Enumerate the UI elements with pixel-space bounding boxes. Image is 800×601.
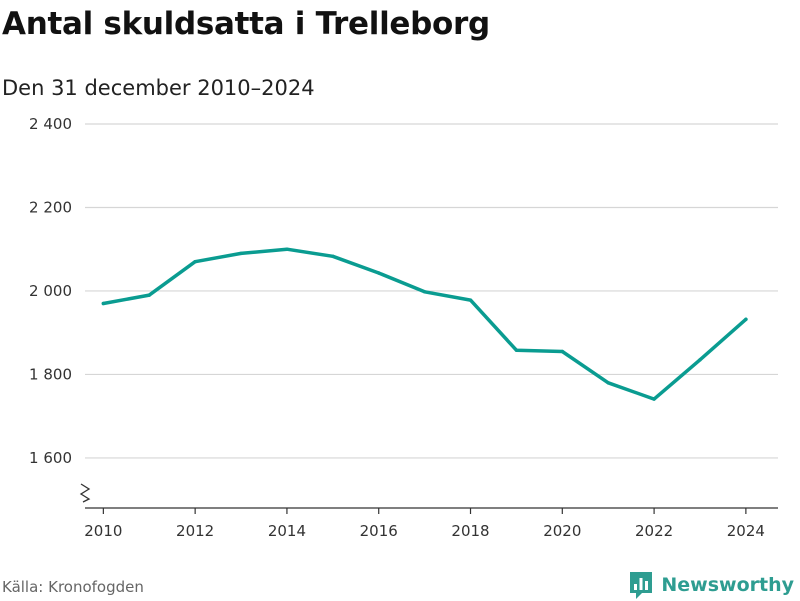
data-point	[285, 247, 289, 251]
data-point	[560, 349, 564, 354]
data-point	[652, 397, 656, 401]
data-point	[606, 381, 610, 385]
y-tick-label: 1 800	[29, 365, 72, 383]
data-point	[239, 251, 243, 256]
y-tick-label: 2 400	[29, 115, 72, 133]
x-tick-label: 2010	[84, 522, 122, 540]
x-tick-label: 2020	[543, 522, 581, 540]
x-tick-label: 2012	[176, 522, 214, 540]
data-point	[331, 254, 335, 259]
data-point	[101, 301, 106, 306]
x-tick-label: 2024	[727, 522, 765, 540]
data-point	[744, 317, 748, 322]
x-tick-label: 2022	[635, 522, 673, 540]
gridlines	[85, 123, 778, 459]
data-point	[193, 260, 197, 264]
data-point	[468, 298, 473, 302]
source-note: Källa: Kronofogden	[2, 578, 144, 596]
series-layer	[101, 247, 748, 401]
x-axis	[79, 483, 778, 514]
x-tick-label: 2016	[360, 522, 398, 540]
y-tick-label: 2 200	[29, 198, 72, 216]
data-point	[514, 348, 519, 352]
x-tick-label: 2014	[268, 522, 306, 540]
y-tick-label: 1 600	[29, 449, 72, 467]
data-point	[147, 293, 151, 297]
bar-chart-speech-bubble-icon	[630, 572, 653, 599]
data-point	[698, 358, 702, 362]
series-line	[101, 247, 748, 401]
x-tick-label: 2018	[451, 522, 489, 540]
brand-name: Newsworthy	[661, 574, 794, 596]
data-point	[377, 271, 381, 275]
brand-logo[interactable]: Newsworthy	[628, 569, 794, 601]
chart-title: Antal skuldsatta i Trelleborg	[2, 6, 490, 42]
chart-subtitle: Den 31 december 2010–2024	[2, 76, 315, 100]
x-tick-labels: 2010 2012 2014 2016 2018 2020 2022 2024	[84, 522, 765, 540]
y-tick-label: 2 000	[29, 282, 72, 300]
data-point	[422, 290, 427, 294]
y-tick-labels: 1 600 1 800 2 000 2 200 2 400	[29, 115, 72, 467]
axis-break-marker	[79, 483, 91, 503]
